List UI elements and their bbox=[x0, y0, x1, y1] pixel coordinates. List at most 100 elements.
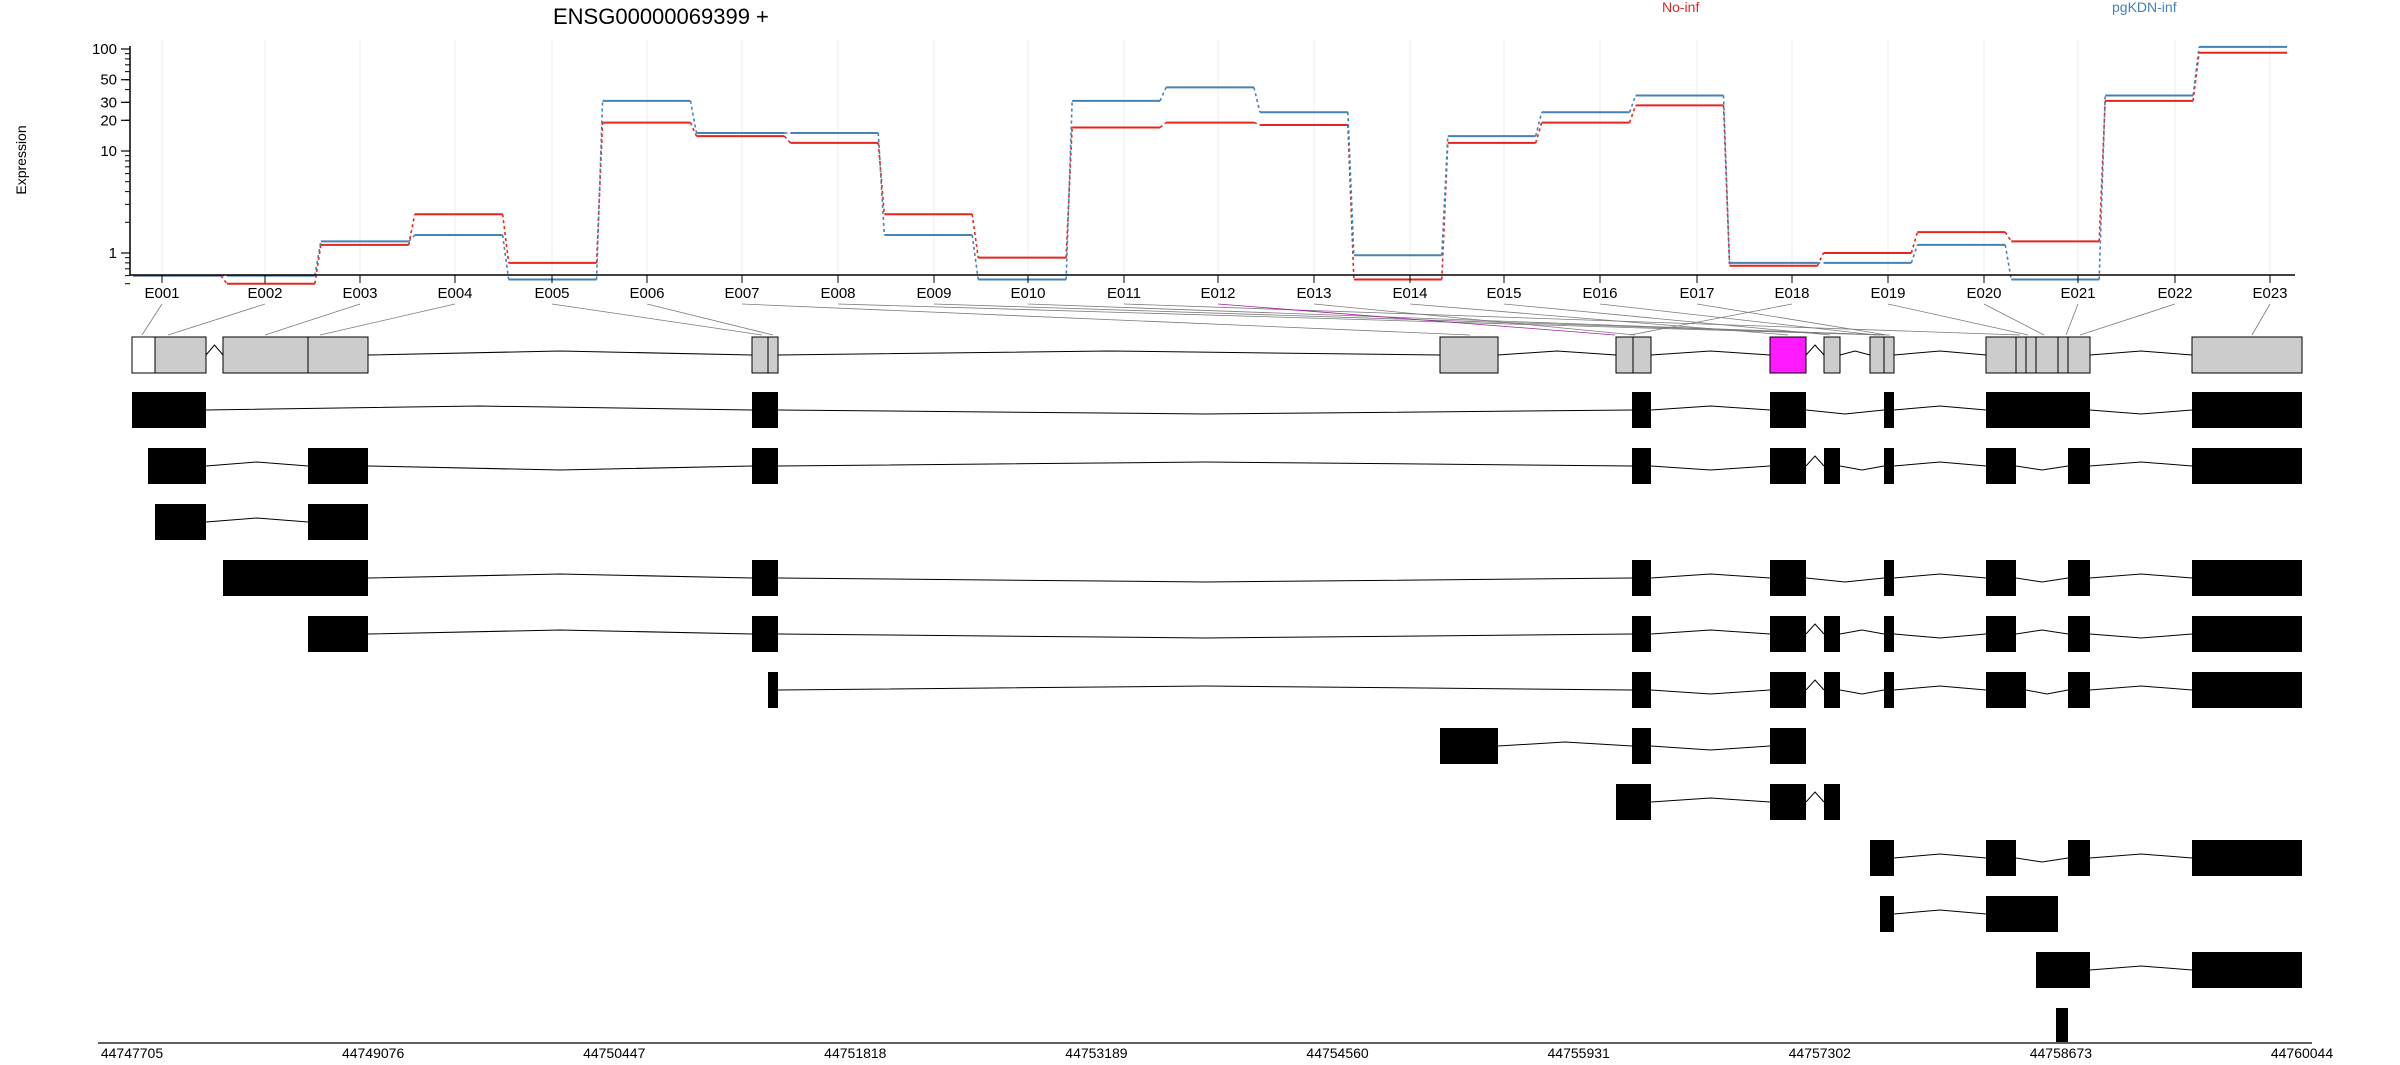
transcript-intron bbox=[1839, 465, 1885, 471]
transcript-intron bbox=[1650, 689, 1771, 695]
gene-model-exon bbox=[154, 336, 207, 374]
transcript-intron bbox=[2089, 461, 2193, 467]
transcript-exon bbox=[1770, 560, 1806, 596]
exon-label-E005: E005 bbox=[534, 285, 569, 302]
transcript-intron bbox=[205, 461, 309, 467]
series-connector bbox=[1159, 121, 1167, 129]
gene-model-exon bbox=[2191, 336, 2303, 374]
transcript-exon bbox=[2068, 448, 2090, 484]
transcript-intron bbox=[2015, 577, 2069, 583]
gene-model-exon bbox=[1615, 336, 1634, 374]
series-connector bbox=[689, 122, 698, 137]
exon-label-E012: E012 bbox=[1200, 285, 1235, 302]
transcript-intron bbox=[2089, 965, 2193, 971]
chart-title: ENSG00000069399 + bbox=[553, 4, 769, 29]
gene-model-intron bbox=[777, 350, 1441, 356]
gene-model-intron bbox=[1650, 350, 1771, 356]
exon-connector-E004 bbox=[319, 303, 456, 336]
transcript-exon bbox=[1632, 392, 1651, 428]
transcript-intron bbox=[2089, 409, 2193, 415]
exon-connector-E018 bbox=[1629, 303, 1793, 336]
series-connector bbox=[1534, 122, 1543, 144]
transcript-exon bbox=[1986, 616, 2016, 652]
transcript-exon bbox=[2192, 448, 2302, 484]
series-connector bbox=[877, 132, 886, 236]
gene-model-exon bbox=[2015, 336, 2027, 374]
gene-model-exon bbox=[2067, 336, 2091, 374]
transcript-exon bbox=[1884, 616, 1894, 652]
exon-label-axis: E001 E002 E003 E004 E005 E006 E007 E008 E009 E010… bbox=[130, 274, 2295, 302]
exon-connector-E012 bbox=[1217, 303, 1616, 336]
series-connector bbox=[1253, 121, 1261, 126]
transcript-intron bbox=[1805, 455, 1825, 467]
gene-model-exon bbox=[1985, 336, 2017, 374]
transcript-intron bbox=[205, 405, 753, 411]
transcript-intron bbox=[2089, 685, 2193, 691]
grid-lines bbox=[161, 40, 2271, 272]
transcript-exon bbox=[1986, 392, 2090, 428]
transcript-exon bbox=[308, 448, 368, 484]
exon-connector-E011 bbox=[1123, 303, 2021, 336]
transcript-intron bbox=[1650, 465, 1771, 471]
transcript-exon bbox=[308, 616, 368, 652]
exon-connector-E016 bbox=[1599, 303, 1877, 336]
transcript-intron bbox=[1893, 633, 1987, 639]
transcript-exon bbox=[2192, 560, 2302, 596]
transcript-exon bbox=[132, 392, 206, 428]
gene-model-exon bbox=[2035, 336, 2059, 374]
transcript-exon bbox=[2192, 672, 2302, 708]
transcript-11 bbox=[2036, 952, 2302, 988]
transcript-9 bbox=[1870, 840, 2302, 876]
exon-connector-E015 bbox=[1503, 303, 1831, 336]
series-connector bbox=[971, 234, 980, 280]
exon-connector-E007 bbox=[741, 303, 1471, 336]
transcript-exon bbox=[1986, 896, 2058, 932]
gene-model-intron bbox=[1839, 350, 1871, 356]
exon-label-E008: E008 bbox=[820, 285, 855, 302]
exon-connector-E019 bbox=[1887, 303, 2029, 336]
series-connector bbox=[501, 214, 510, 263]
transcript-intron bbox=[777, 633, 1633, 639]
transcript-exon bbox=[1632, 448, 1651, 484]
transcript-exon bbox=[1870, 840, 1894, 876]
series-connector bbox=[220, 275, 228, 285]
y-tick-label: 10 bbox=[100, 143, 117, 160]
coordinate-tick-label: 44754560 bbox=[1306, 1045, 1369, 1060]
series-connector bbox=[1628, 95, 1637, 113]
gene-model-exon bbox=[1869, 336, 1885, 374]
coordinate-tick-label: 44747705 bbox=[101, 1045, 164, 1060]
series-connector bbox=[1910, 231, 1919, 254]
transcript-intron bbox=[1650, 405, 1771, 411]
exon-label-E015: E015 bbox=[1486, 285, 1521, 302]
transcript-exon bbox=[1770, 672, 1806, 708]
transcript-models bbox=[132, 392, 2302, 1042]
transcript-exon bbox=[1986, 560, 2016, 596]
transcript-exon bbox=[2068, 672, 2090, 708]
transcript-6 bbox=[768, 672, 2302, 708]
gene-model-exon bbox=[2025, 336, 2037, 374]
exon-connector-E023 bbox=[2251, 303, 2271, 336]
exon-connector-E014 bbox=[1409, 303, 1789, 336]
transcript-intron bbox=[2089, 853, 2193, 859]
exon-label-E013: E013 bbox=[1296, 285, 1331, 302]
transcript-exon bbox=[768, 672, 778, 708]
exon-label-E020: E020 bbox=[1966, 285, 2001, 302]
transcript-intron bbox=[1893, 909, 1987, 915]
y-tick-label: 20 bbox=[100, 112, 117, 129]
coordinate-tick-label: 44757302 bbox=[1789, 1045, 1852, 1060]
exon-label-E001: E001 bbox=[144, 285, 179, 302]
transcript-intron bbox=[1805, 577, 1885, 583]
exon-label-E010: E010 bbox=[1010, 285, 1045, 302]
transcript-exon bbox=[1632, 672, 1651, 708]
transcript-intron bbox=[2025, 689, 2069, 695]
legend-entry-pgkdn-inf: pgKDN-inf bbox=[2112, 0, 2177, 15]
gene-model-exon bbox=[767, 336, 779, 374]
transcript-8 bbox=[1616, 784, 1840, 820]
gene-model-exon bbox=[751, 336, 769, 374]
gene-model-exon bbox=[222, 336, 309, 374]
transcript-exon bbox=[1770, 448, 1806, 484]
exon-connector-E002 bbox=[167, 303, 266, 336]
transcript-intron bbox=[205, 517, 309, 523]
